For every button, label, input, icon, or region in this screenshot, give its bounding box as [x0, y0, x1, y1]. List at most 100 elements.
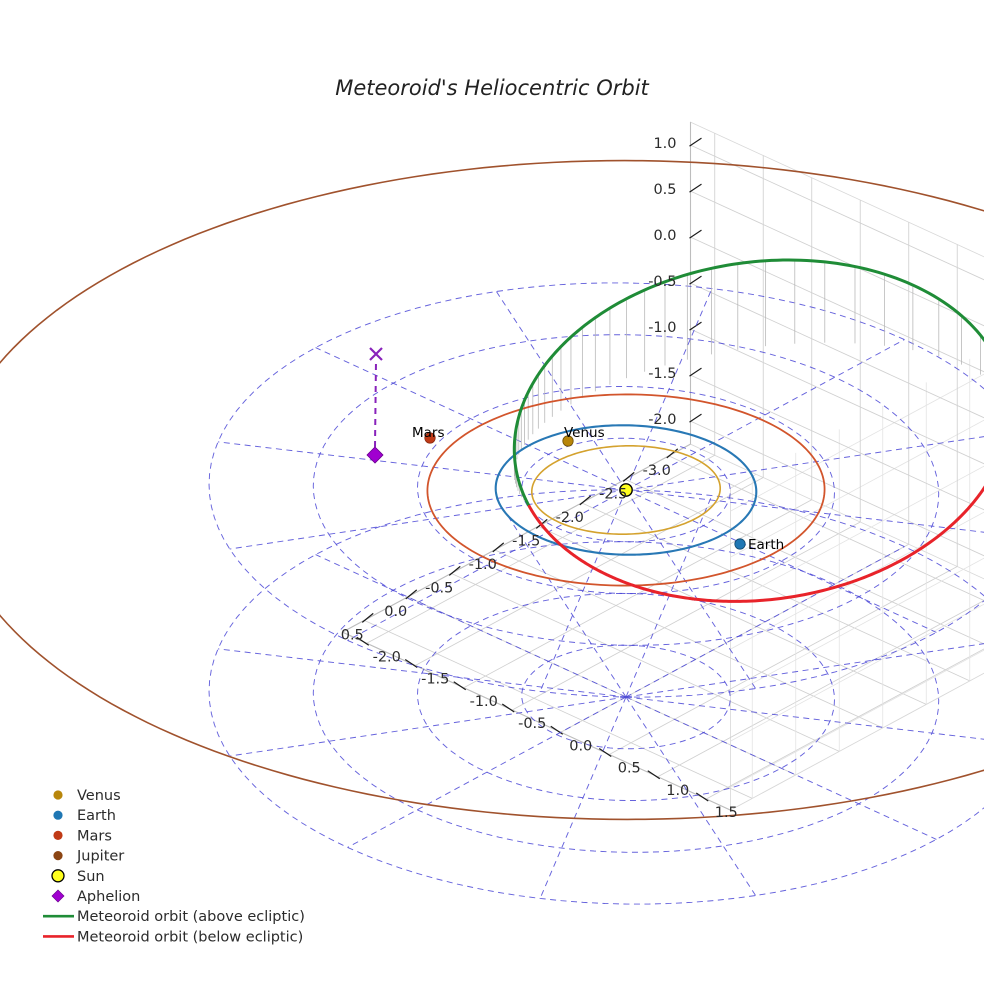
- aphelion-connector: [374, 359, 377, 448]
- polar-spoke-ecliptic: [347, 489, 627, 641]
- legend-marker-sun: [51, 869, 65, 883]
- y-axis-spine: [342, 631, 731, 811]
- legend-label: Venus: [77, 788, 121, 804]
- grid-bottom-y: [415, 477, 764, 666]
- orbit-meteoroid-above: [512, 258, 984, 507]
- polar-spoke: [315, 554, 627, 698]
- page-title: Meteoroid's Heliocentric Orbit: [335, 76, 649, 100]
- grid-bottom-y: [512, 521, 861, 711]
- z-tickmark: [689, 321, 702, 331]
- grid-bottom-x: [668, 455, 984, 601]
- grid-wall-z: [730, 465, 984, 604]
- z-tickmark: [689, 367, 702, 377]
- polar-grid: [208, 282, 984, 905]
- polar-spoke-ecliptic: [539, 489, 627, 692]
- polar-spoke: [229, 696, 627, 757]
- grid-wall2-z: [690, 144, 984, 281]
- x-tickmark: [492, 542, 505, 553]
- y-tickmark: [453, 681, 467, 691]
- orbit-venus: [530, 445, 722, 535]
- axis-tick-labels: 1.0 0.5 0.0 -0.5 -1.0 -1.5 -2.0 -3.0 -2.5 -2.0 -1.…: [341, 136, 738, 821]
- grid-bottom-x: [364, 619, 753, 799]
- y-tickmark: [598, 748, 612, 757]
- z-tick-label: -1.5: [648, 366, 676, 382]
- marker-aphelion-projection: [369, 347, 383, 361]
- y-tick-label: 1.5: [715, 805, 738, 821]
- z-tickmark: [689, 413, 702, 423]
- grid-wall-z: [730, 649, 984, 788]
- grid-bottom-x: [451, 572, 840, 752]
- legend-label: Meteoroid orbit (above ecliptic): [77, 909, 305, 925]
- y-tick-label: -0.5: [518, 716, 546, 732]
- grid-bottom-y: [609, 566, 958, 755]
- legend-label: Mars: [77, 828, 112, 844]
- z-tickmark: [689, 229, 702, 239]
- polar-spoke-ecliptic: [625, 489, 757, 689]
- grid-bottom-y: [366, 454, 715, 644]
- legend-marker-earth: [53, 810, 63, 820]
- grid-wall2-z: [690, 374, 984, 511]
- marker-sun: [619, 483, 633, 497]
- label-venus: Venus: [564, 425, 605, 441]
- polar-spoke-ecliptic: [315, 347, 627, 491]
- polar-spoke-ecliptic: [625, 288, 713, 491]
- polar-spoke: [625, 643, 984, 698]
- grid-bottom-x: [625, 478, 984, 645]
- x-tick-label: -1.0: [469, 557, 497, 573]
- y-tickmark: [550, 725, 564, 735]
- y-tick-label: 0.0: [569, 738, 592, 754]
- x-tick-label: -1.5: [512, 533, 540, 549]
- x-tick-label: -2.0: [556, 510, 584, 526]
- x-tickmark: [405, 589, 418, 600]
- legend-marker-jupiter: [53, 851, 63, 861]
- polar-spoke: [625, 546, 905, 698]
- grid-wall2-z: [690, 420, 984, 557]
- polar-spoke-ecliptic: [229, 489, 627, 550]
- grid-bottom-x: [538, 525, 927, 705]
- x-tick-label: -2.5: [599, 486, 627, 502]
- z-tick-label: -2.0: [648, 412, 676, 428]
- legend-marker-aphelion: [51, 889, 65, 903]
- y-tickmark: [356, 636, 370, 646]
- grid-wall2-z: [690, 282, 984, 419]
- polar-spoke-ecliptic: [625, 489, 984, 533]
- polar-spoke-ecliptic: [625, 339, 905, 491]
- legend-marker-venus: [53, 790, 63, 800]
- x-tickmark: [666, 448, 679, 459]
- polar-spoke: [495, 498, 627, 698]
- legend-label: Sun: [77, 869, 105, 885]
- z-tickmark: [689, 275, 702, 285]
- legend-label: Aphelion: [77, 889, 140, 905]
- x-tickmark: [622, 471, 635, 482]
- y-tick-label: 0.5: [618, 761, 641, 777]
- z-tick-label: 0.5: [653, 182, 676, 198]
- marker-earth: [734, 538, 746, 550]
- z-tickmark: [689, 137, 702, 147]
- polar-spoke: [625, 696, 757, 896]
- y-tick-label: -1.5: [421, 672, 449, 688]
- y-tick-label: 1.0: [666, 783, 689, 799]
- y-tickmark: [647, 770, 661, 780]
- polar-spoke: [347, 696, 627, 848]
- grid-wall-z: [730, 603, 984, 742]
- y-tickmark: [501, 703, 515, 713]
- legend-label: Earth: [77, 808, 116, 824]
- legend-label: Jupiter: [76, 849, 124, 865]
- grid-wall-z: [730, 511, 984, 650]
- y-tick-label: -2.0: [373, 649, 401, 665]
- grid-wall-z: [730, 373, 984, 512]
- legend-label: Meteoroid orbit (below ecliptic): [77, 929, 303, 945]
- y-tickmark: [404, 659, 418, 668]
- z-tickmark: [689, 183, 702, 193]
- x-tick-label: -0.5: [425, 580, 453, 596]
- body-markers: [366, 347, 746, 550]
- marker-mars: [424, 432, 436, 444]
- x-tickmark: [361, 612, 374, 623]
- label-mars: Mars: [412, 425, 445, 441]
- orbit-meteoroid-below: [527, 504, 545, 528]
- x-tick-label: 0.0: [384, 604, 407, 620]
- x-tickmark: [579, 495, 592, 506]
- orbit-earth: [494, 424, 758, 556]
- y-tickmark: [695, 792, 709, 802]
